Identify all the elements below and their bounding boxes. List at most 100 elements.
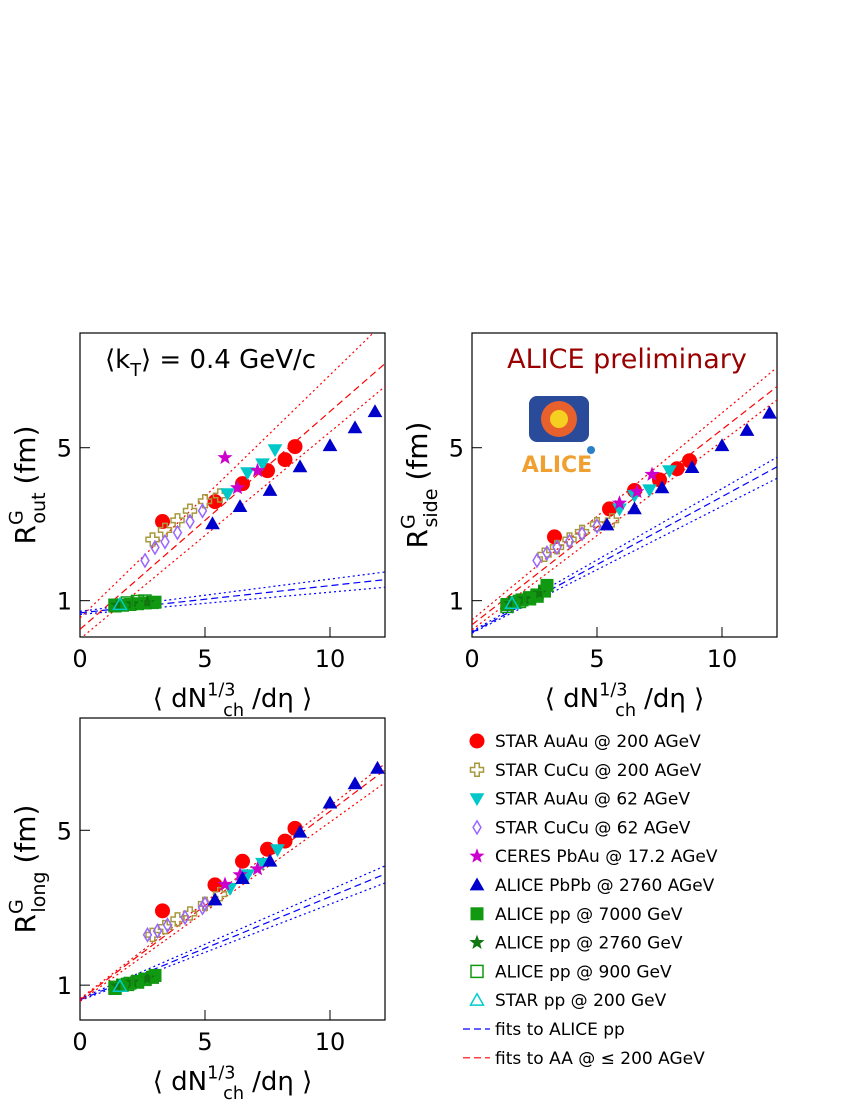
- label-part: 1/3: [207, 680, 235, 700]
- y-tick-label: 1: [57, 972, 72, 1000]
- marker: [200, 895, 210, 912]
- marker: [197, 899, 208, 916]
- marker: [589, 516, 605, 532]
- marker: [207, 877, 223, 893]
- marker: [564, 533, 575, 550]
- marker: [684, 460, 700, 473]
- axis-label: ⟨ dN1/3 ch/dη ⟩: [153, 680, 313, 721]
- legend-label: STAR CuCu @ 62 AGeV: [495, 818, 691, 838]
- marker: [205, 516, 220, 530]
- axis-label: ⟨ dN1/3 ch/dη ⟩: [153, 1063, 313, 1100]
- marker: [562, 532, 577, 547]
- x-tick-label: 0: [72, 645, 87, 673]
- marker: [124, 595, 141, 611]
- marker: [714, 438, 730, 452]
- marker: [347, 420, 363, 434]
- legend-marker: [470, 964, 484, 979]
- label-part: long: [28, 872, 50, 913]
- fit-line: [472, 456, 777, 632]
- marker: [120, 977, 135, 992]
- axis-label: RGlong (fm): [5, 805, 49, 934]
- marker: [762, 405, 777, 419]
- marker: [162, 917, 173, 934]
- marker: [197, 502, 208, 519]
- marker: [574, 524, 590, 540]
- marker: [255, 458, 270, 472]
- logo-text: ALICE: [522, 453, 592, 478]
- label-part: 1/3: [599, 680, 627, 700]
- label-part: /dη ⟩: [252, 684, 312, 714]
- label-part: 1/3: [207, 1063, 235, 1083]
- marker: [270, 844, 285, 858]
- legend-marker: [469, 848, 485, 863]
- marker: [627, 501, 642, 515]
- marker: [292, 824, 308, 838]
- marker: [540, 578, 554, 592]
- marker: [662, 465, 677, 479]
- marker: [532, 552, 542, 569]
- marker: [155, 903, 170, 919]
- marker: [504, 595, 520, 609]
- fit-line: [80, 782, 385, 1002]
- x-tick-label: 5: [197, 645, 212, 673]
- marker: [112, 596, 128, 611]
- label-part: ⟨ dN: [153, 684, 207, 714]
- legend-label: ALICE pp @ 900 GeV: [495, 962, 672, 982]
- legend-marker: [469, 733, 485, 749]
- marker: [577, 525, 587, 542]
- label-part: ⟨ dN: [153, 1067, 207, 1097]
- axis-label: ⟨kT⟩ = 0.4 GeV/c: [105, 345, 316, 381]
- label-part: (fm): [9, 425, 42, 484]
- marker: [152, 922, 163, 939]
- marker: [629, 483, 645, 499]
- plot-frame: [79, 717, 386, 1021]
- marker: [522, 592, 537, 606]
- legend-marker: [472, 819, 482, 836]
- fit-line: [472, 366, 777, 621]
- marker: [120, 596, 135, 610]
- marker: [262, 853, 278, 867]
- fit-line: [80, 333, 375, 619]
- marker: [644, 466, 660, 481]
- label-part: R: [401, 529, 434, 548]
- legend-label: ALICE pp @ 7000 GeV: [495, 905, 683, 925]
- marker: [155, 514, 170, 530]
- marker: [130, 975, 145, 989]
- marker: [367, 404, 383, 418]
- legend-label: CERES PbAu @ 17.2 AGeV: [495, 847, 718, 867]
- fit-line: [80, 579, 385, 614]
- x-tick-label: 10: [315, 645, 346, 673]
- label-part: /dη ⟩: [252, 1067, 312, 1097]
- legend-label: STAR pp @ 200 GeV: [495, 991, 667, 1011]
- marker: [262, 483, 278, 496]
- fit-line: [472, 477, 777, 634]
- marker: [150, 539, 160, 556]
- label-part: G: [5, 899, 27, 914]
- marker: [232, 499, 248, 512]
- marker: [530, 589, 544, 603]
- marker: [182, 503, 198, 519]
- legend-label: fits to ALICE pp: [495, 1020, 625, 1040]
- legend-marker: [469, 934, 485, 950]
- marker: [240, 467, 255, 481]
- plot-area: [80, 333, 385, 637]
- label-part: ⟩ = 0.4 GeV/c: [141, 345, 316, 375]
- legend-label: ALICE PbPb @ 2760 AGeV: [495, 876, 715, 896]
- label-part: (fm): [401, 422, 434, 481]
- legend-label: STAR AuAu @ 62 AGeV: [495, 790, 690, 810]
- alice-logo-art: [529, 396, 595, 454]
- marker: [212, 886, 228, 902]
- marker: [642, 484, 657, 498]
- y-tick-label: 5: [57, 817, 72, 845]
- label-part: G: [5, 510, 27, 525]
- label-part: ch: [615, 701, 636, 721]
- marker: [142, 926, 153, 943]
- plot-area: [472, 366, 777, 634]
- marker: [235, 871, 250, 885]
- fit-line: [472, 399, 777, 631]
- legend-marker: [469, 793, 485, 807]
- y-tick-label: 5: [449, 435, 464, 463]
- marker: [537, 547, 552, 563]
- y-tick-label: 1: [449, 588, 464, 616]
